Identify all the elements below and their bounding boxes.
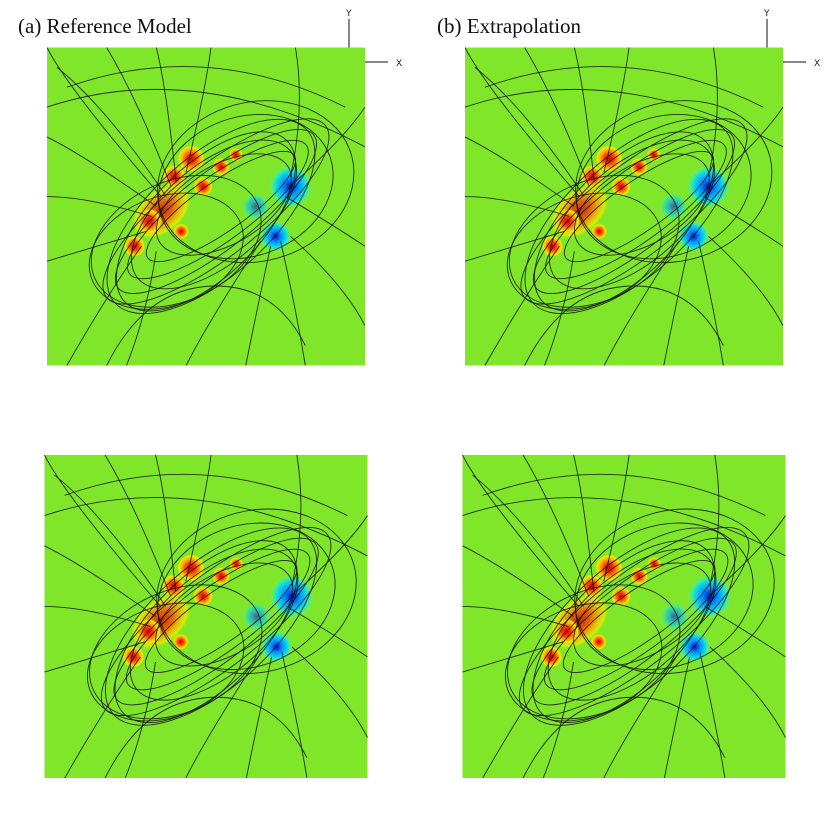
- field-image: [44, 455, 368, 778]
- axis-label: Y: [345, 9, 352, 19]
- axis-label: X: [396, 59, 402, 69]
- axis-label: X: [814, 59, 820, 69]
- axis-label: Y: [763, 9, 770, 19]
- panel-title: (a) Reference Model: [18, 14, 192, 38]
- field-image: [462, 455, 786, 778]
- field-image: [47, 47, 365, 366]
- field-image: [465, 47, 783, 366]
- panel-title: (b) Extrapolation: [437, 14, 582, 38]
